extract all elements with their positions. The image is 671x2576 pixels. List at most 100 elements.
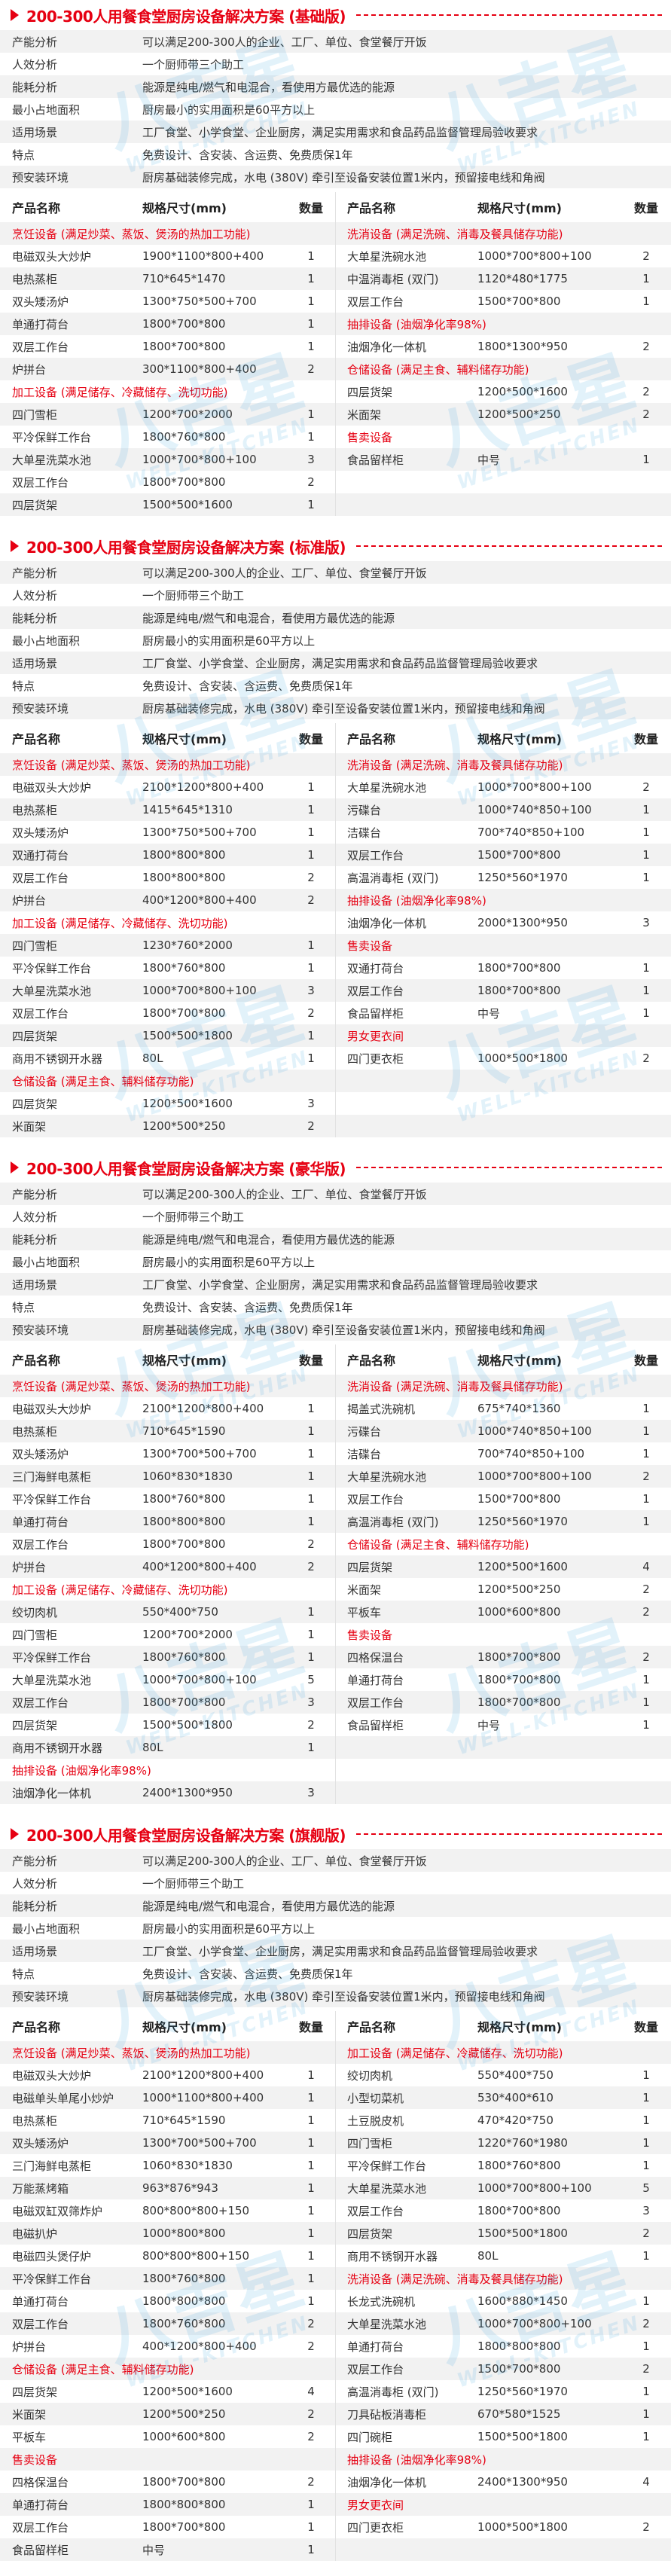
info-row: 预安装环境 厨房基础装修完成，水电 (380V) 牵引至设备安装位置1米内，预留接… bbox=[0, 1985, 671, 2007]
product-qty: 1 bbox=[307, 295, 315, 308]
table-row: 四层货架 1500*500*1800 1 男女更衣间 bbox=[0, 1024, 671, 1047]
product-name: 双层工作台 bbox=[347, 848, 404, 862]
product-name: 大单星洗菜水池 bbox=[12, 984, 92, 998]
product-name: 电热蒸柜 bbox=[12, 2114, 58, 2128]
right-cell: 土豆脱皮机 470*420*750 1 bbox=[335, 2109, 671, 2132]
product-spec: 1000*700*800+100 bbox=[142, 1673, 257, 1686]
info-label: 产能分析 bbox=[12, 1854, 58, 1868]
left-cell: 万能蒸烤箱 963*876*943 1 bbox=[0, 2177, 335, 2199]
right-cell: 洗消设备 (满足洗碗、消毒及餐具储存功能) bbox=[335, 222, 671, 245]
product-spec: 中号 bbox=[142, 2543, 166, 2557]
product-spec: 1250*560*1970 bbox=[477, 2385, 568, 2398]
dashed-divider bbox=[356, 14, 662, 16]
product-spec: 1500*500*1800 bbox=[142, 1718, 233, 1732]
product-qty: 1 bbox=[642, 2385, 650, 2398]
product-qty: 1 bbox=[307, 2543, 315, 2556]
product-name: 双层工作台 bbox=[347, 1695, 404, 1710]
product-name: 双层工作台 bbox=[12, 2317, 69, 2331]
product-qty: 1 bbox=[307, 961, 315, 975]
product-spec: 1800*700*800 bbox=[142, 1537, 226, 1551]
table-row: 炉拼台 400*1200*800+400 2 抽排设备 (油烟净化率98%) bbox=[0, 889, 671, 911]
product-name: 油烟净化一体机 bbox=[347, 2475, 427, 2489]
left-cell: 四门雪柜 1230*760*2000 1 bbox=[0, 934, 335, 957]
left-cell: 电热蒸柜 710*645*1590 1 bbox=[0, 2109, 335, 2132]
table-row: 加工设备 (满足储存、冷藏储存、洗切功能) 油烟净化一体机 2000*1300*95… bbox=[0, 911, 671, 934]
category-label: 抽排设备 (油烟净化率98%) bbox=[347, 317, 486, 331]
product-name: 双头矮汤炉 bbox=[12, 1447, 69, 1461]
product-spec: 1000*700*800+100 bbox=[477, 2181, 592, 2195]
left-cell: 双头矮汤炉 1300*750*500+700 1 bbox=[0, 290, 335, 313]
table-row: 烹饪设备 (满足炒菜、蒸饭、煲汤的热加工功能) 加工设备 (满足储存、冷藏储存、洗… bbox=[0, 2041, 671, 2064]
product-name: 油烟净化一体机 bbox=[347, 340, 427, 354]
product-spec: 700*740*850+100 bbox=[477, 1447, 585, 1460]
product-spec: 1200*500*1600 bbox=[142, 2385, 233, 2398]
product-spec: 963*876*943 bbox=[142, 2181, 218, 2195]
table-row: 四层货架 1500*500*1600 1 bbox=[0, 493, 671, 516]
product-name: 商用不锈钢开水器 bbox=[12, 1051, 103, 1066]
info-value: 工厂食堂、小学食堂、企业厨房，满足实用需求和食品药品监督管理局验收要求 bbox=[142, 656, 538, 670]
header-right: 产品名称 规格尺寸(mm) 数量 bbox=[335, 1344, 671, 1375]
product-spec: 1000*700*800+100 bbox=[477, 249, 592, 263]
triangle-right-icon bbox=[11, 540, 19, 552]
category-label: 洗消设备 (满足洗碗、消毒及餐具储存功能) bbox=[347, 1379, 563, 1393]
product-name: 电热蒸柜 bbox=[12, 803, 58, 817]
left-cell: 双层工作台 1800*700*800 2 bbox=[0, 471, 335, 493]
product-name: 平冷保鲜工作台 bbox=[12, 961, 92, 975]
product-name: 平冷保鲜工作台 bbox=[12, 1650, 92, 1665]
right-cell: 揭盖式洗碗机 675*740*1360 1 bbox=[335, 1397, 671, 1420]
right-cell bbox=[335, 493, 671, 516]
left-cell: 仓储设备 (满足主食、辅料储存功能) bbox=[0, 2358, 335, 2380]
info-row: 适用场景 工厂食堂、小学食堂、企业厨房，满足实用需求和食品药品监督管理局验收要求 bbox=[0, 1273, 671, 1296]
product-spec: 1800*800*800 bbox=[142, 848, 226, 862]
product-name: 双层工作台 bbox=[12, 2520, 69, 2535]
right-cell: 双层工作台 1500*700*800 1 bbox=[335, 290, 671, 313]
product-name: 单通打荷台 bbox=[12, 1515, 69, 1529]
product-name: 油烟净化一体机 bbox=[12, 1786, 92, 1800]
left-cell: 单通打荷台 1800*800*800 1 bbox=[0, 2290, 335, 2312]
product-name: 电磁双头大炒炉 bbox=[12, 1402, 92, 1416]
table-row: 四层货架 1200*500*1600 3 bbox=[0, 1092, 671, 1115]
table-row: 四层货架 1200*500*1600 4 高温消毒柜 (双门) 1250*560*197… bbox=[0, 2380, 671, 2403]
product-qty: 2 bbox=[307, 1006, 315, 1020]
product-spec: 1800*800*800 bbox=[142, 871, 226, 884]
right-cell: 双层工作台 1800*700*800 1 bbox=[335, 979, 671, 1002]
product-spec: 1800*760*800 bbox=[142, 2272, 226, 2285]
product-name: 平冷保鲜工作台 bbox=[347, 2159, 427, 2173]
category-label: 男女更衣间 bbox=[347, 1029, 404, 1043]
table-row: 电磁双头大炒炉 2100*1200*800+400 1 绞切肉机 550*400*750… bbox=[0, 2064, 671, 2086]
right-cell: 单通打荷台 1800*800*800 1 bbox=[335, 2335, 671, 2358]
left-cell: 双层工作台 1800*700*800 1 bbox=[0, 2516, 335, 2538]
product-qty: 1 bbox=[307, 1051, 315, 1065]
table-row: 油烟净化一体机 2400*1300*950 3 bbox=[0, 1781, 671, 1804]
product-qty: 1 bbox=[307, 2520, 315, 2534]
category-label: 男女更衣间 bbox=[347, 2498, 404, 2512]
product-name: 四门雪柜 bbox=[12, 1628, 58, 1642]
right-cell: 大单星洗碗水池 1000*700*800+100 2 bbox=[335, 1465, 671, 1488]
header-left: 产品名称 规格尺寸(mm) 数量 bbox=[0, 723, 335, 753]
info-label: 最小占地面积 bbox=[12, 633, 81, 648]
product-qty: 1 bbox=[642, 295, 650, 308]
info-label: 人效分析 bbox=[12, 57, 58, 72]
product-spec: 2400*1300*950 bbox=[477, 2475, 568, 2489]
info-label: 能耗分析 bbox=[12, 1232, 58, 1247]
product-spec: 1800*760*800 bbox=[142, 2317, 226, 2330]
product-spec: 1800*1300*950 bbox=[477, 340, 568, 353]
info-value: 免费设计、含安装、含运费、免费质保1年 bbox=[142, 148, 353, 162]
product-qty: 1 bbox=[307, 848, 315, 862]
product-name: 平冷保鲜工作台 bbox=[12, 430, 92, 444]
product-spec: 1800*760*800 bbox=[142, 1650, 226, 1664]
info-label: 预安装环境 bbox=[12, 701, 69, 716]
info-label: 适用场景 bbox=[12, 656, 58, 670]
product-spec: 1800*700*800 bbox=[142, 475, 226, 489]
product-qty: 2 bbox=[642, 1605, 650, 1619]
category-label: 烹饪设备 (满足炒菜、蒸饭、煲汤的热加工功能) bbox=[12, 1379, 251, 1393]
product-name: 污碟台 bbox=[347, 1424, 382, 1439]
product-spec: 1000*700*800+100 bbox=[477, 780, 592, 794]
table-row: 仓储设备 (满足主食、辅料储存功能) bbox=[0, 1070, 671, 1092]
right-cell: 大单星洗菜水池 1000*700*800+100 2 bbox=[335, 2312, 671, 2335]
product-qty: 1 bbox=[642, 826, 650, 839]
right-cell: 油烟净化一体机 2000*1300*950 3 bbox=[335, 911, 671, 934]
product-spec: 1800*700*800 bbox=[477, 961, 561, 975]
product-spec: 1500*500*1800 bbox=[477, 2430, 568, 2443]
